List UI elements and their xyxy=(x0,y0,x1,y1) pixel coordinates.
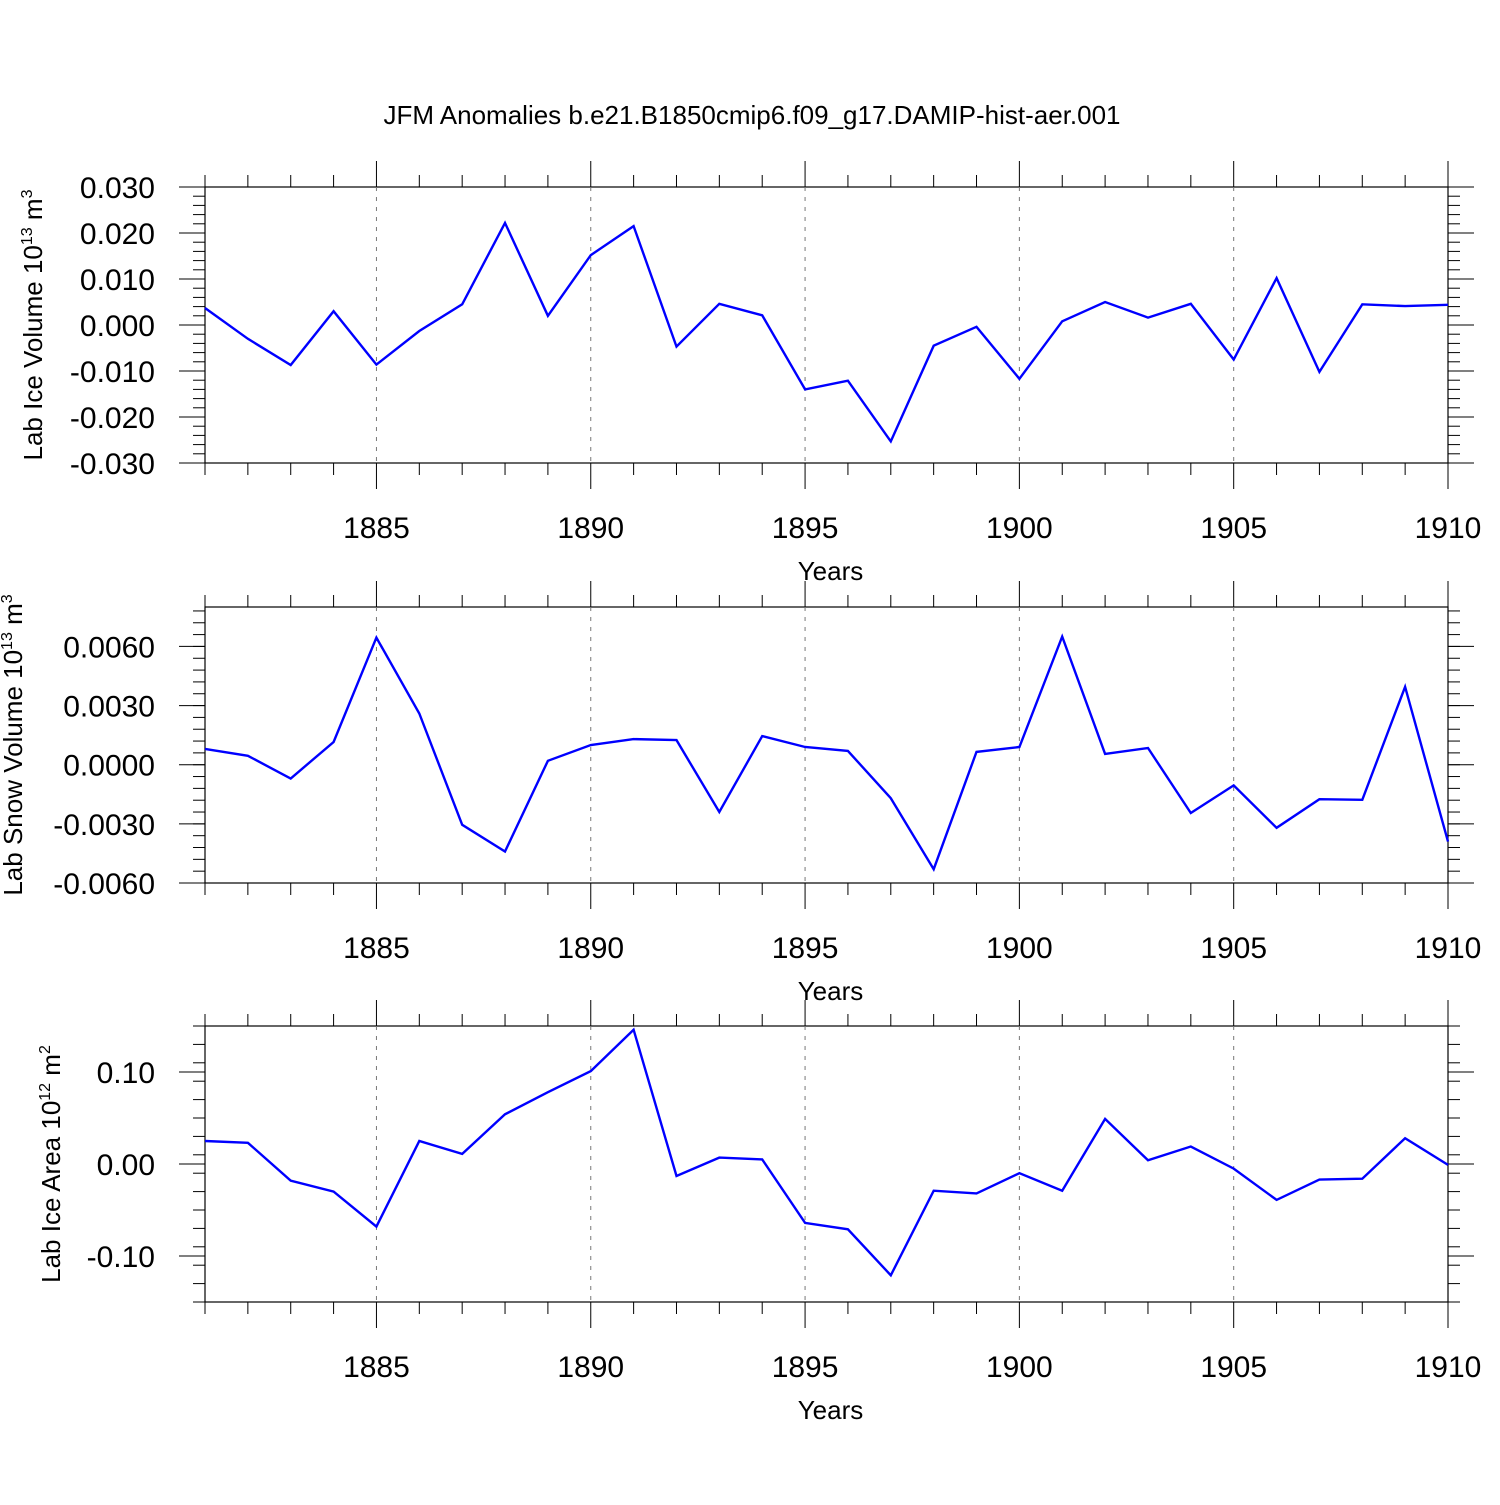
y-axis-title-unit: m xyxy=(18,198,48,227)
y-axis-title-unit: m xyxy=(36,1054,66,1083)
y-tick-label: 0.030 xyxy=(80,172,155,205)
y-axis-title-unit: m xyxy=(0,603,28,632)
y-axis-title-text: Lab Snow Volume 10 xyxy=(0,650,28,896)
y-axis-title-unit-exp: 3 xyxy=(19,189,36,198)
x-axis-title: Years xyxy=(798,556,864,586)
y-tick-label: -0.010 xyxy=(70,356,155,389)
plot-frame xyxy=(205,607,1448,883)
series-line xyxy=(205,637,1448,870)
x-tick-label: 1885 xyxy=(343,932,410,965)
y-tick-label: 0.00 xyxy=(97,1149,155,1182)
y-axis-title-exp: 12 xyxy=(37,1083,54,1101)
y-axis-title: Lab Snow Volume 1013 m3 xyxy=(0,594,28,895)
y-axis-title: Lab Ice Area 1012 m2 xyxy=(36,1045,66,1283)
panel-2: 1885 1890 1895 1900 1905 1910 -0.0060 -0.0030 0.… xyxy=(0,581,1481,1006)
x-tick-label: 1910 xyxy=(1415,512,1482,545)
x-tick-label: 1900 xyxy=(986,1351,1053,1384)
y-tick-label: -0.020 xyxy=(70,402,155,435)
x-tick-label: 1905 xyxy=(1200,1351,1267,1384)
y-tick-label: 0.0000 xyxy=(63,750,155,783)
plot-frame xyxy=(205,1026,1448,1302)
y-tick-label: 0.010 xyxy=(80,264,155,297)
x-tick-label: 1895 xyxy=(772,512,839,545)
x-tick-label: 1890 xyxy=(557,932,624,965)
chart-title: JFM Anomalies b.e21.B1850cmip6.f09_g17.D… xyxy=(383,100,1120,130)
y-axis-title: Lab Ice Volume 1013 m3 xyxy=(18,189,48,460)
panel-1: 1885 1890 1895 1900 1905 1910 -0.030 -0.020 -0.0… xyxy=(18,161,1481,586)
y-axis-title-unit-exp: 2 xyxy=(37,1045,54,1054)
y-axis-title-unit-exp: 3 xyxy=(0,594,16,603)
x-axis-title: Years xyxy=(798,976,864,1006)
x-tick-label: 1900 xyxy=(986,932,1053,965)
y-tick-label: 0.10 xyxy=(97,1057,155,1090)
y-tick-label: -0.0060 xyxy=(53,868,155,901)
x-tick-label: 1890 xyxy=(557,1351,624,1384)
x-tick-label: 1910 xyxy=(1415,1351,1482,1384)
panel-3: 1885 1890 1895 1900 1905 1910 -0.10 0.00 0.10 Yea… xyxy=(36,1000,1481,1425)
y-axis-title-exp: 13 xyxy=(0,632,16,650)
x-tick-label: 1910 xyxy=(1415,932,1482,965)
x-tick-label: 1905 xyxy=(1200,512,1267,545)
x-tick-label: 1890 xyxy=(557,512,624,545)
x-tick-label: 1905 xyxy=(1200,932,1267,965)
y-tick-label: 0.0030 xyxy=(63,691,155,724)
x-tick-label: 1885 xyxy=(343,1351,410,1384)
series-line xyxy=(205,223,1448,442)
y-tick-label: -0.0030 xyxy=(53,809,155,842)
y-axis-title-exp: 13 xyxy=(19,227,36,245)
x-tick-label: 1885 xyxy=(343,512,410,545)
x-tick-label: 1895 xyxy=(772,932,839,965)
y-axis-title-text: Lab Ice Area 10 xyxy=(36,1101,66,1283)
y-tick-label: -0.10 xyxy=(87,1241,155,1274)
y-tick-label: 0.020 xyxy=(80,218,155,251)
series-line xyxy=(205,1030,1448,1276)
plot-frame xyxy=(205,187,1448,463)
x-tick-label: 1895 xyxy=(772,1351,839,1384)
x-tick-label: 1900 xyxy=(986,512,1053,545)
y-tick-label: -0.030 xyxy=(70,448,155,481)
y-tick-label: 0.000 xyxy=(80,310,155,343)
x-axis-title: Years xyxy=(798,1395,864,1425)
y-tick-label: 0.0060 xyxy=(63,631,155,664)
y-axis-title-text: Lab Ice Volume 10 xyxy=(18,245,48,460)
